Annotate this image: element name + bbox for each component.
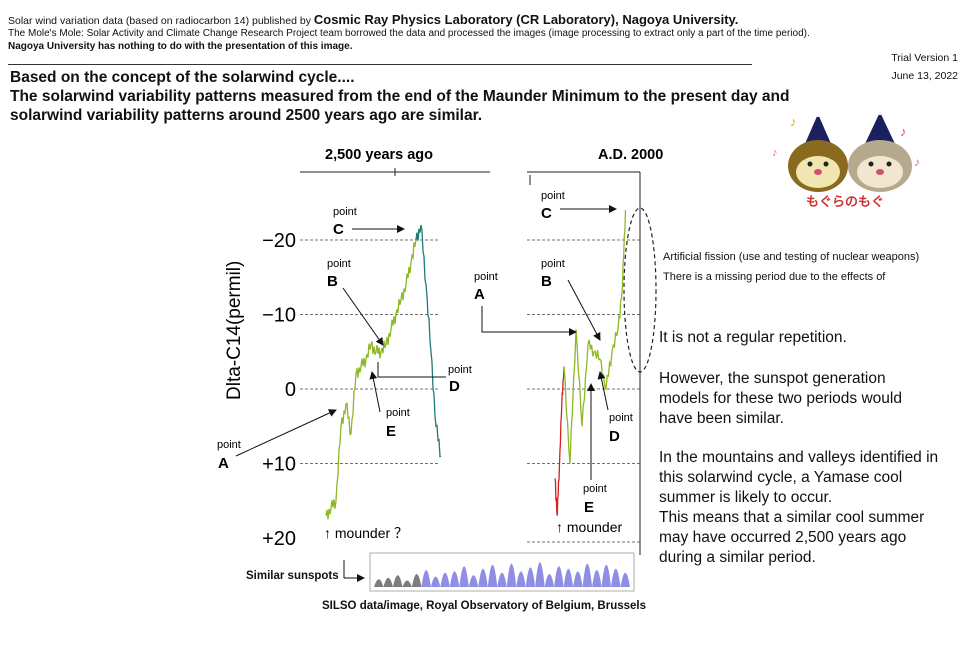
y-tick-label: −10 [262, 305, 296, 327]
left-point-a-label: point [217, 439, 241, 451]
left-series-1 [415, 224, 442, 458]
right-point-d-letter: D [609, 428, 620, 445]
svg-text:♪: ♪ [790, 114, 797, 129]
sunspot-bar [535, 562, 545, 587]
left-point-e-letter: E [386, 423, 396, 440]
date-label: June 13, 2022 [891, 70, 958, 82]
sunspot-bar [383, 577, 393, 587]
y-tick-labels: −20 −10 0 +10 +20 [262, 230, 296, 550]
svg-text:♪: ♪ [772, 147, 778, 159]
left-point-b-letter: B [327, 273, 338, 290]
sunspot-bar [573, 571, 583, 587]
note-yamase: In the mountains and valleys identified … [659, 449, 939, 566]
fission-ellipse [623, 207, 657, 373]
gridlines [300, 239, 640, 543]
sunspot-bar [506, 563, 517, 587]
mascot-moles-image: ♪ ♪ ♪ ♪ もぐらのもぐ [772, 110, 920, 209]
left-point-c-label: point [333, 206, 357, 218]
chart-title-right: A.D. 2000 [598, 147, 663, 163]
sunspot-bar [430, 576, 441, 587]
left-arrow-e [369, 371, 381, 413]
right-series-1 [563, 210, 627, 464]
y-tick-label: +20 [262, 528, 296, 550]
left-annotations: point C point B point D point E point A … [217, 206, 472, 541]
left-point-d-label: point [448, 364, 472, 376]
series-group [325, 210, 627, 520]
header-line-1: Solar wind variation data (based on radi… [8, 12, 739, 27]
right-arrow-d [597, 371, 609, 411]
right-point-b-letter: B [541, 273, 552, 290]
left-point-c-letter: C [333, 221, 344, 238]
note-not-regular: It is not a regular repetition. [659, 329, 847, 346]
header-line-2: The Mole's Mole: Solar Activity and Clim… [8, 28, 810, 39]
sunspot-bar [468, 575, 479, 587]
right-point-e-letter: E [584, 499, 594, 516]
sunspot-bar [620, 572, 630, 587]
left-point-a-letter: A [218, 455, 229, 472]
similar-sunspots-label: Similar sunspots [246, 570, 339, 582]
header-divider [8, 64, 752, 65]
sunspot-bar [478, 568, 488, 587]
right-annotations: point C point B point A point D point E … [474, 190, 633, 535]
sunspot-bar [411, 574, 422, 587]
right-point-c-label: point [541, 190, 565, 202]
svg-text:♪: ♪ [914, 155, 920, 169]
svg-text:♪: ♪ [900, 124, 907, 139]
right-point-e-label: point [583, 483, 607, 495]
sunspot-bar [374, 579, 384, 587]
right-mounder-note: ↑ mounder [556, 519, 622, 535]
sunspot-bar [563, 568, 574, 587]
right-point-d-label: point [609, 412, 633, 424]
left-point-b-label: point [327, 258, 351, 270]
sunspot-bar [601, 564, 612, 587]
sunspot-bar [611, 568, 621, 587]
chart-title-left: 2,500 years ago [325, 147, 433, 163]
sunspot-bar [449, 571, 460, 587]
fission-note-2: There is a missing period due to the eff… [663, 271, 886, 283]
left-arrow-a [235, 409, 337, 457]
right-point-b-label: point [541, 258, 565, 270]
left-point-d-letter: D [449, 378, 460, 395]
sunspot-bar [459, 566, 469, 587]
sunspot-bar [554, 566, 564, 587]
fission-note-1: Artificial fission (use and testing of n… [663, 251, 920, 263]
main-heading: Based on the concept of the solarwind cy… [10, 69, 790, 124]
left-arrow-d [377, 362, 446, 378]
left-series-0 [325, 225, 422, 520]
y-tick-label: +10 [262, 454, 296, 476]
right-arrow-a [481, 306, 577, 336]
sunspot-bar [421, 570, 431, 587]
left-arrow-b [342, 287, 384, 346]
sunspot-bar [592, 570, 602, 587]
y-tick-label: −20 [262, 230, 296, 252]
sunspot-bar [497, 572, 507, 587]
y-tick-label: 0 [285, 379, 296, 401]
note-sunspot-models: However, the sunspot generation models f… [659, 370, 902, 427]
left-mounder-note: ↑ mounder ？ [324, 525, 408, 541]
silso-credit: SILSO data/image, Royal Observatory of B… [322, 600, 647, 612]
right-series-0 [554, 366, 565, 516]
sunspot-bars [374, 562, 630, 587]
y-axis-label: Dlta-C14(permil) [224, 261, 245, 400]
sunspot-bar [487, 564, 498, 587]
sunspot-bar [440, 572, 450, 587]
right-point-c-letter: C [541, 205, 552, 222]
right-point-a-letter: A [474, 286, 485, 303]
sunspot-bar [525, 567, 536, 587]
sunspot-bar [582, 563, 593, 587]
sunspot-bar [516, 571, 526, 587]
sunspot-bar [544, 574, 555, 587]
version-label: Trial Version 1 [891, 52, 958, 64]
right-arrow-b [567, 279, 601, 341]
mascot-caption: もぐらのもぐ [806, 194, 884, 209]
right-point-a-label: point [474, 271, 498, 283]
left-point-e-label: point [386, 407, 410, 419]
sunspot-bar [402, 580, 412, 587]
header-line-3: Nagoya University has nothing to do with… [8, 41, 353, 52]
sunspot-bar [392, 575, 403, 587]
